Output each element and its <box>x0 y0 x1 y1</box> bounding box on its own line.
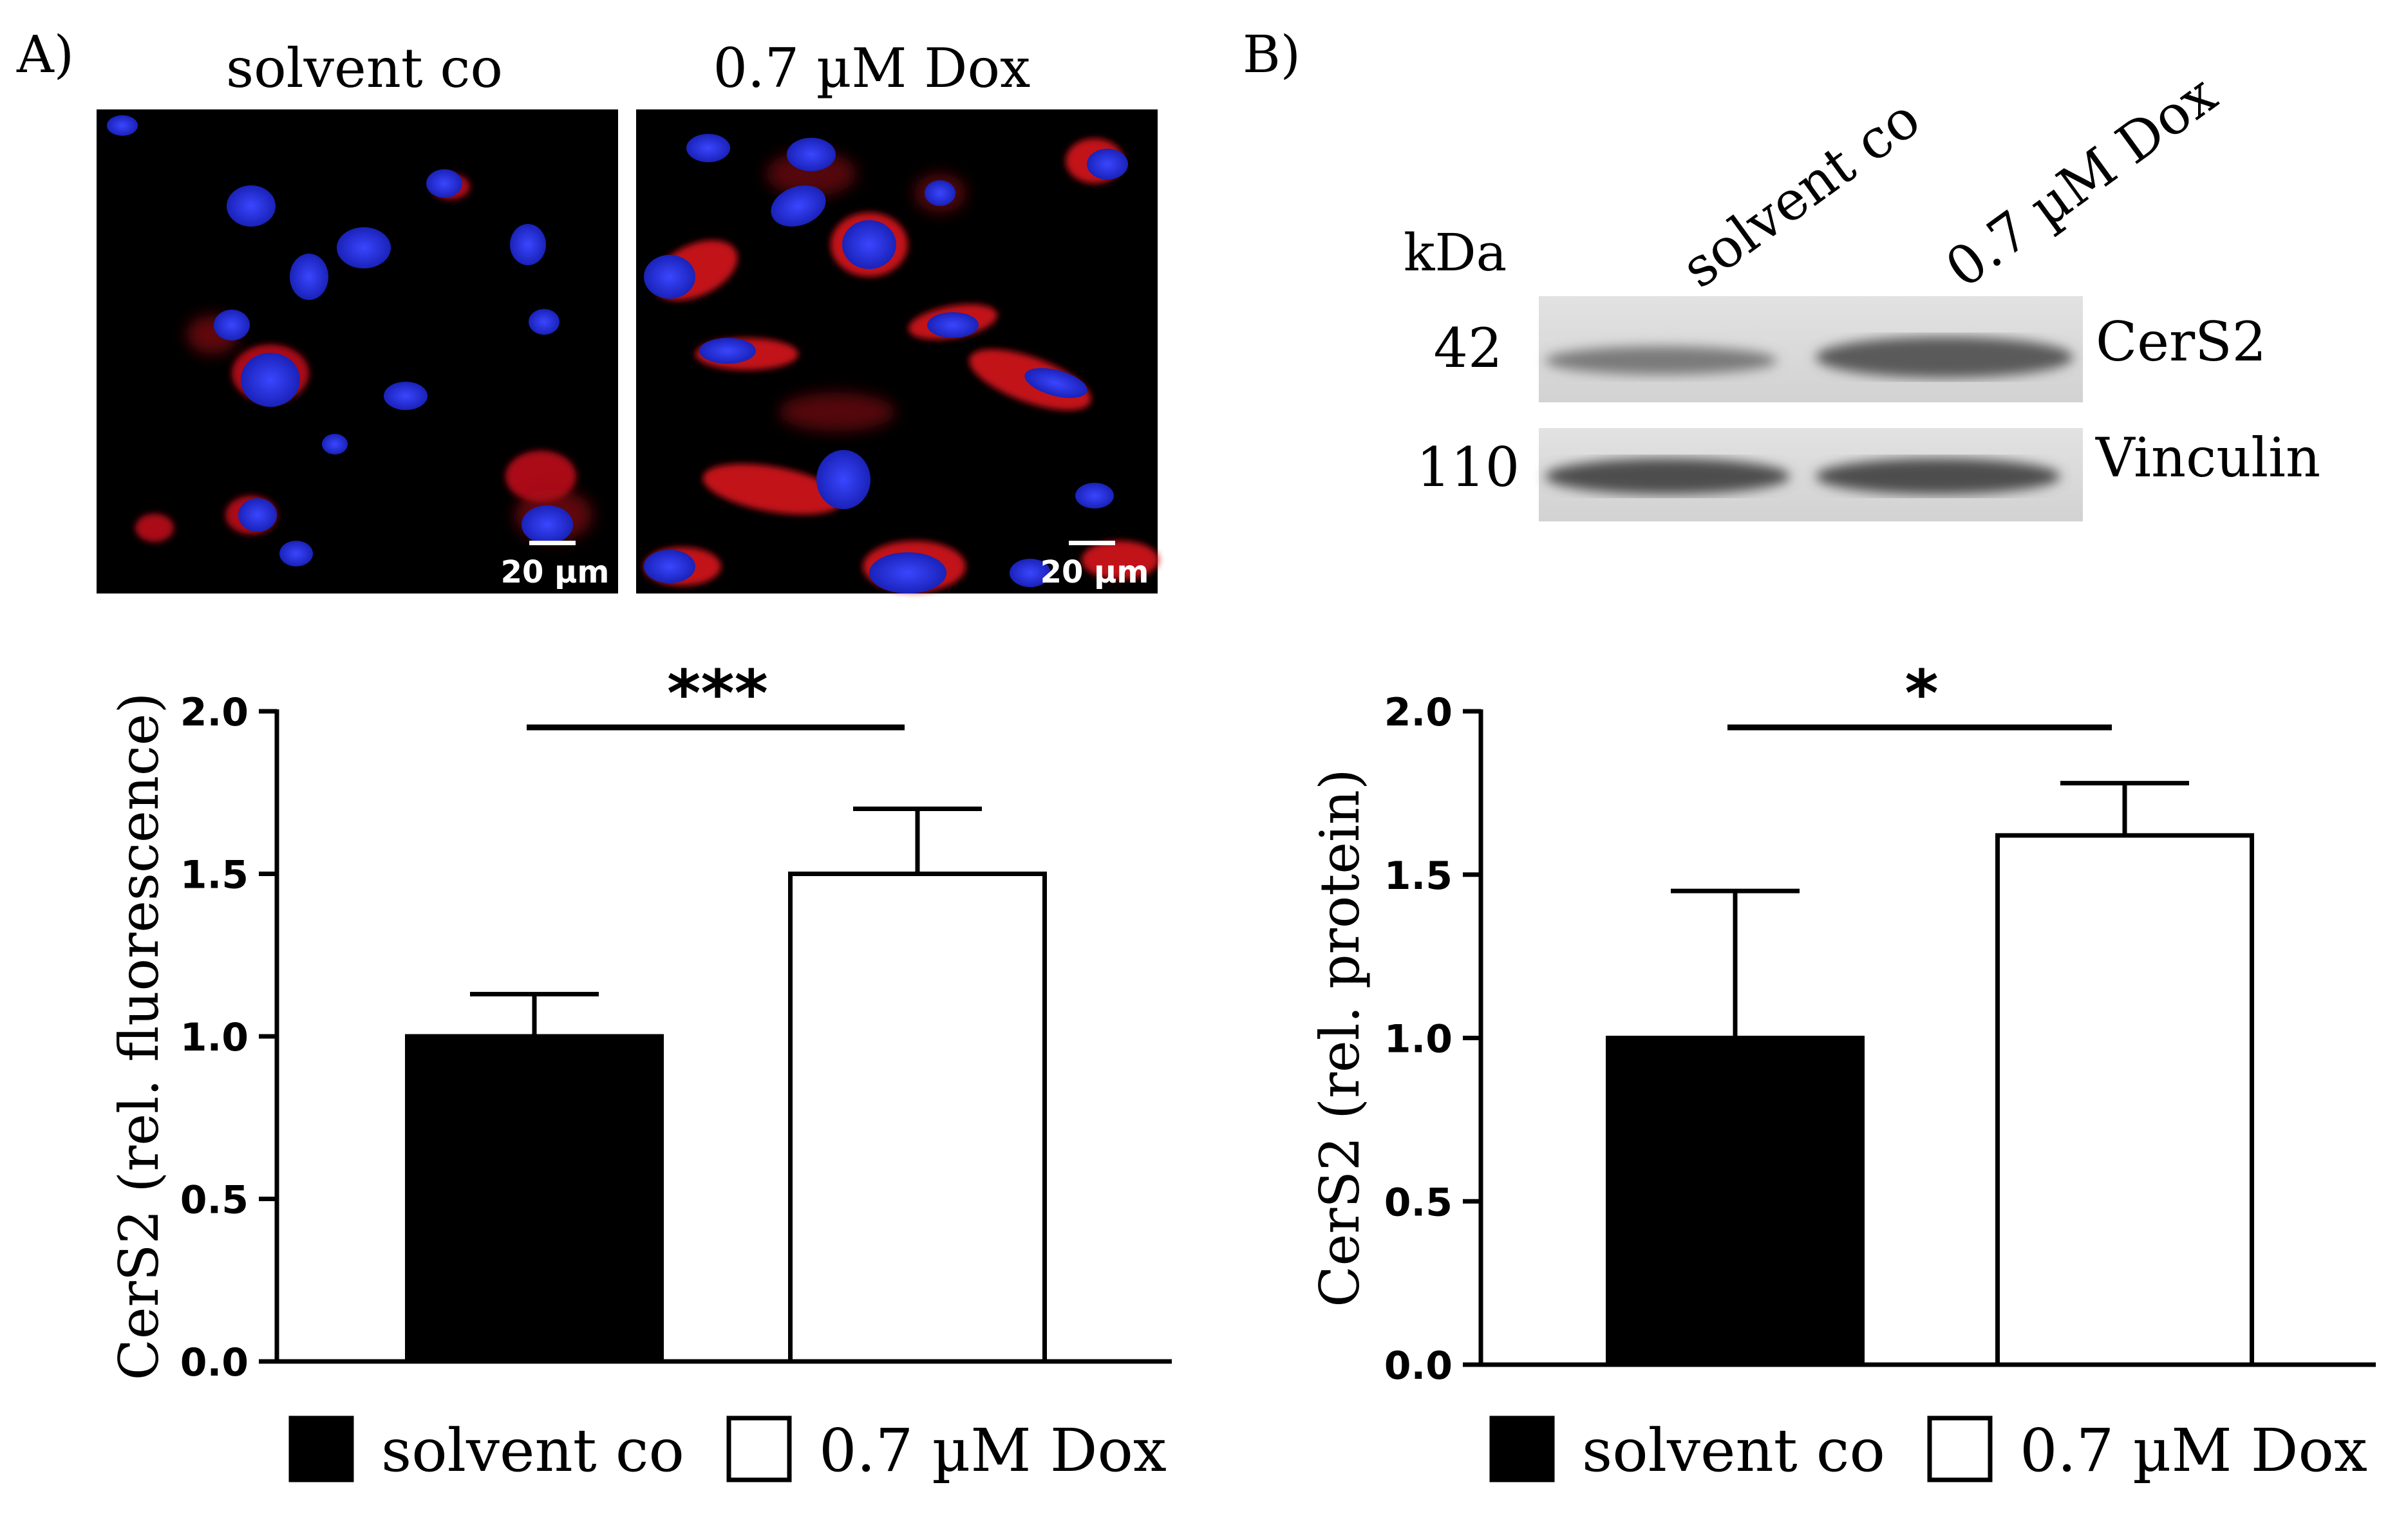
chart-b-y-tick-label: 1.0 <box>1384 1017 1453 1062</box>
kda-header: kDa <box>1404 223 1507 283</box>
chart-a-y-tick-label: 0.5 <box>180 1178 249 1223</box>
micrograph-dox: 20 µm <box>636 109 1159 593</box>
blot-row-2-kda: 110 <box>1416 436 1519 499</box>
chart-b-y-tick-label: 1.5 <box>1384 854 1453 899</box>
chart-b-y-tick-label: 2.0 <box>1384 690 1453 735</box>
chart-a-bar-2 <box>788 872 1047 1364</box>
chart-a-y-tick-label: 0.0 <box>180 1340 249 1385</box>
chart-b-y-tick-label: 0.0 <box>1384 1343 1453 1388</box>
chart-a-legend-label-1: solvent co <box>381 1416 684 1485</box>
chart-b-y-tick-label: 0.5 <box>1384 1180 1453 1225</box>
chart-b-legend-label-2: 0.7 µM Dox <box>2020 1416 2367 1485</box>
chart-a-significance-label: *** <box>667 656 768 731</box>
micrograph-2-title: 0.7 µM Dox <box>713 37 1031 100</box>
chart-b-significance-label: * <box>1905 656 1938 731</box>
chart-a-legend-swatch-2 <box>726 1416 792 1482</box>
blot-strip-cers2 <box>1539 296 2083 402</box>
blot-row-1-kda: 42 <box>1434 317 1503 380</box>
micrograph-2-cells <box>644 134 1159 593</box>
chart-b-bar-1 <box>1606 1036 1865 1367</box>
panel-a-label: A) <box>16 24 74 84</box>
chart-a-legend-label-2: 0.7 µM Dox <box>819 1416 1167 1485</box>
band-vinculin-lane2 <box>1816 458 2060 494</box>
lane-label-2: 0.7 µM Dox <box>1934 62 2228 300</box>
scale-bar-2 <box>1069 541 1115 545</box>
micrograph-1-cells <box>107 115 592 566</box>
panel-b-label: B) <box>1243 24 1301 84</box>
band-cers2-lane2 <box>1816 337 2073 378</box>
chart-a-y-axis-label: CerS2 (rel. fluorescence) <box>108 693 171 1381</box>
chart-b-y-axis-label: CerS2 (rel. protein) <box>1308 769 1371 1307</box>
blot-strip-vinculin <box>1539 428 2083 521</box>
blot-row-2-protein: Vinculin <box>2095 426 2320 489</box>
bar-chart-fluorescence: CerS2 (rel. fluorescence) 0.0 0.5 1.0 1.5 2.0… <box>108 656 1172 1485</box>
band-vinculin-lane1 <box>1545 458 1790 494</box>
chart-a-legend-swatch-1 <box>288 1416 354 1482</box>
band-cers2-lane1 <box>1545 346 1777 375</box>
bar-chart-protein: CerS2 (rel. protein) 0.0 0.5 1.0 1.5 2.0 * solv… <box>1308 656 2376 1485</box>
western-blot: kDa solvent co 0.7 µM Dox 42 CerS2 110 V… <box>1404 62 2320 521</box>
chart-a-bar-1 <box>405 1034 664 1364</box>
scale-bar-1-label: 20 µm <box>501 554 610 590</box>
chart-b-bar-2 <box>1995 833 2254 1367</box>
chart-b-legend-swatch-2 <box>1927 1416 1993 1482</box>
blot-row-1-protein: CerS2 <box>2096 310 2266 373</box>
micrograph-solvent-co: 20 µm <box>97 109 618 593</box>
chart-b-legend-swatch-1 <box>1489 1416 1555 1482</box>
chart-a-y-tick-label: 2.0 <box>180 690 249 735</box>
chart-a-y-tick-label: 1.5 <box>180 853 249 898</box>
micrograph-1-title: solvent co <box>226 37 503 100</box>
scale-bar-2-label: 20 µm <box>1040 554 1149 590</box>
scale-bar-1 <box>529 541 576 545</box>
lane-label-1: solvent co <box>1670 86 1931 300</box>
chart-a-y-tick-label: 1.0 <box>180 1015 249 1060</box>
chart-b-legend-label-1: solvent co <box>1582 1416 1885 1485</box>
